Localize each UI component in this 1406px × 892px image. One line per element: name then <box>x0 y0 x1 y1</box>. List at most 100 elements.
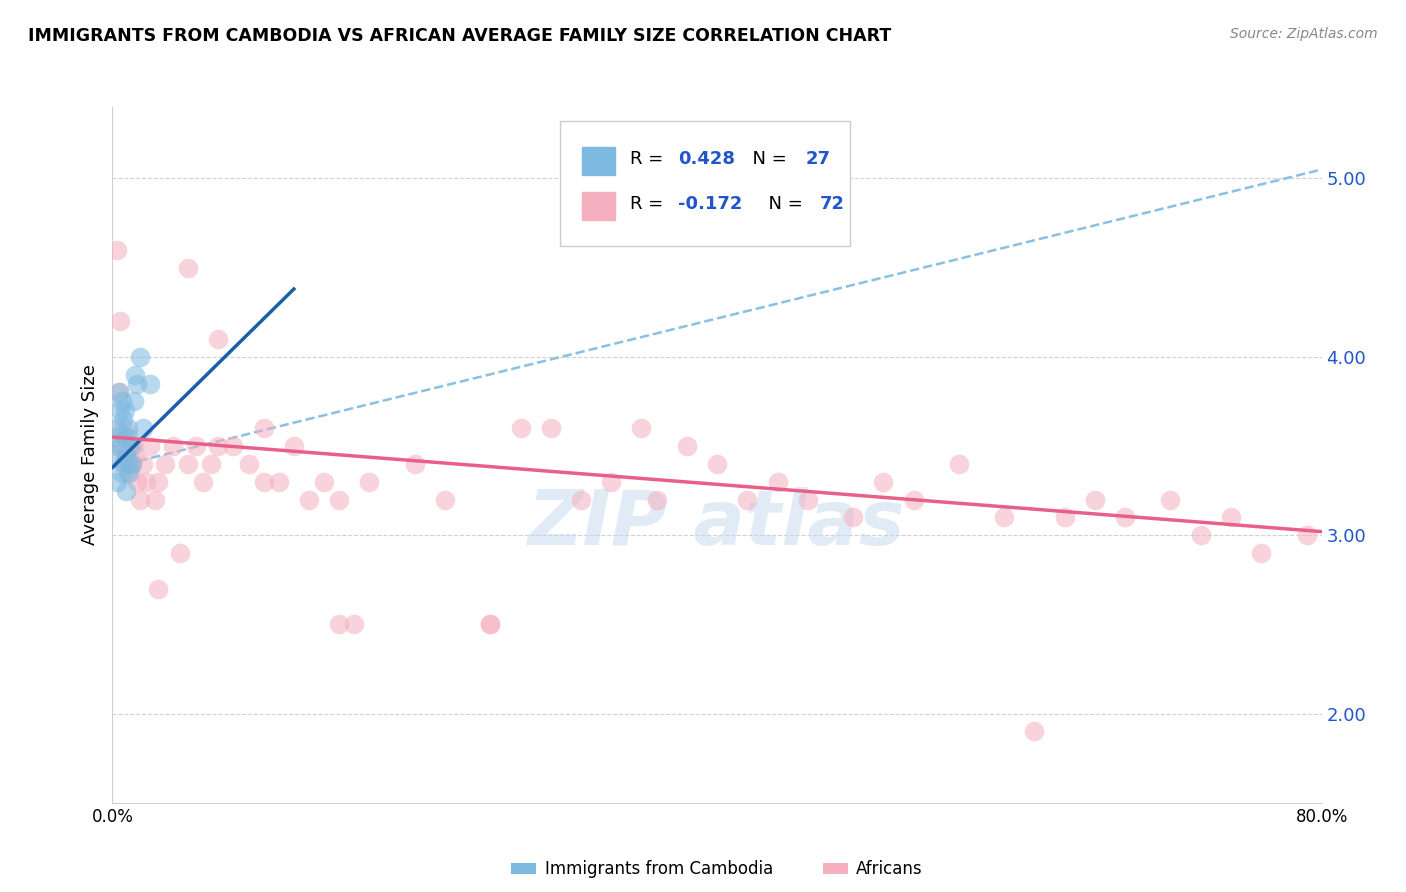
Point <box>115 483 138 498</box>
Point <box>1159 492 1181 507</box>
Point <box>298 492 321 507</box>
Point <box>118 466 141 480</box>
Point <box>135 475 157 489</box>
Point <box>207 439 229 453</box>
Point <box>118 439 141 453</box>
Point <box>184 439 207 453</box>
Point <box>108 314 131 328</box>
Point <box>1295 528 1317 542</box>
Y-axis label: Average Family Size: Average Family Size <box>80 365 98 545</box>
Point <box>1024 724 1046 739</box>
Point <box>104 439 127 453</box>
Text: -0.172: -0.172 <box>678 195 742 213</box>
Point <box>630 421 652 435</box>
Point <box>104 430 127 444</box>
Point <box>1114 510 1136 524</box>
Point <box>328 492 350 507</box>
Point <box>124 368 146 382</box>
Text: R =: R = <box>630 150 669 169</box>
Point <box>121 457 143 471</box>
Point <box>191 475 214 489</box>
Point <box>105 421 128 435</box>
Point <box>177 260 200 275</box>
Text: N =: N = <box>741 150 793 169</box>
Point <box>132 457 155 471</box>
Point <box>207 332 229 346</box>
Point <box>948 457 970 471</box>
Point <box>108 403 131 417</box>
Point <box>842 510 865 524</box>
Point <box>122 394 145 409</box>
Point <box>146 582 169 596</box>
Text: 72: 72 <box>820 195 845 213</box>
Point <box>125 475 148 489</box>
Point <box>143 492 166 507</box>
Point <box>105 243 128 257</box>
Point <box>600 475 623 489</box>
Point <box>1250 546 1272 560</box>
Text: IMMIGRANTS FROM CAMBODIA VS AFRICAN AVERAGE FAMILY SIZE CORRELATION CHART: IMMIGRANTS FROM CAMBODIA VS AFRICAN AVER… <box>28 27 891 45</box>
Point <box>132 421 155 435</box>
Point <box>155 457 177 471</box>
Point <box>433 492 456 507</box>
Point <box>107 385 129 400</box>
Text: ZIP atlas: ZIP atlas <box>529 488 905 561</box>
Point <box>267 475 290 489</box>
Point <box>125 376 148 391</box>
FancyBboxPatch shape <box>582 146 616 175</box>
Point <box>122 439 145 453</box>
Point <box>146 475 169 489</box>
Point <box>993 510 1015 524</box>
Point <box>177 457 200 471</box>
Text: Source: ZipAtlas.com: Source: ZipAtlas.com <box>1230 27 1378 41</box>
Point <box>169 546 191 560</box>
Point <box>706 457 728 471</box>
Point <box>903 492 925 507</box>
Point <box>404 457 426 471</box>
Point <box>540 421 562 435</box>
Point <box>479 617 502 632</box>
Point <box>675 439 697 453</box>
Point <box>645 492 668 507</box>
Point <box>139 439 162 453</box>
Point <box>114 448 136 462</box>
Point <box>569 492 592 507</box>
Point <box>253 421 276 435</box>
Point <box>120 457 142 471</box>
Point <box>1053 510 1076 524</box>
Point <box>128 350 150 364</box>
Point <box>343 617 366 632</box>
Point <box>112 457 135 471</box>
Point <box>1084 492 1107 507</box>
Point <box>105 475 128 489</box>
Point <box>110 466 132 480</box>
Point <box>114 403 136 417</box>
Point <box>110 394 132 409</box>
Point <box>162 439 184 453</box>
Point <box>509 421 531 435</box>
Point <box>117 421 139 435</box>
Point <box>120 439 142 453</box>
Point <box>737 492 759 507</box>
Point <box>253 475 276 489</box>
Point <box>112 412 135 426</box>
Text: R =: R = <box>630 195 669 213</box>
Point <box>314 475 336 489</box>
Point <box>115 448 138 462</box>
Point <box>139 376 162 391</box>
Point <box>238 457 260 471</box>
Point <box>118 457 141 471</box>
Point <box>283 439 305 453</box>
Point <box>108 439 131 453</box>
Point <box>107 385 129 400</box>
Point <box>479 617 502 632</box>
Point <box>200 457 222 471</box>
Point <box>121 457 143 471</box>
Point <box>115 457 138 471</box>
Point <box>128 492 150 507</box>
Point <box>796 492 818 507</box>
FancyBboxPatch shape <box>560 121 851 246</box>
Text: N =: N = <box>756 195 808 213</box>
Legend: Immigrants from Cambodia, Africans: Immigrants from Cambodia, Africans <box>505 854 929 885</box>
Point <box>114 430 136 444</box>
